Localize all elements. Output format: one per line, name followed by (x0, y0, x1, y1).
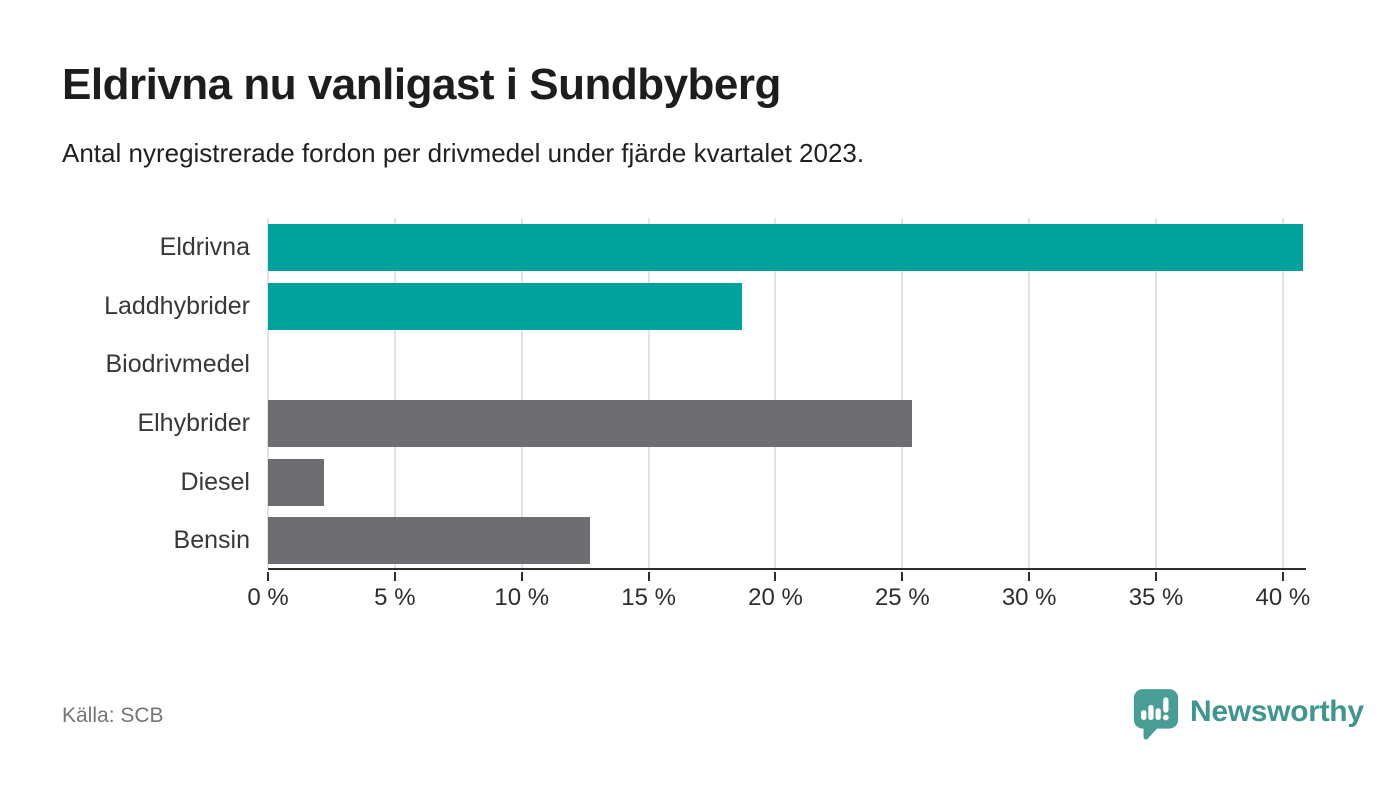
newsworthy-logo-text: Newsworthy (1190, 695, 1364, 728)
x-axis-tick (901, 572, 904, 581)
page-title: Eldrivna nu vanligast i Sundbyberg (62, 60, 781, 109)
gridline (1281, 218, 1284, 568)
x-axis: 0 % 5 % 10 % 15 % 20 % 25 % 30 % 35 % 40 % (247, 572, 1310, 618)
bar-diesel (268, 458, 324, 506)
gridline (901, 218, 904, 568)
category-label: Elhybrider (137, 408, 250, 437)
x-axis-tick (1155, 572, 1158, 581)
x-axis-tick-label: 10 % (494, 584, 550, 611)
newsworthy-logo-icon (1133, 689, 1179, 740)
x-axis-tick-label: 15 % (621, 584, 676, 611)
category-label: Bensin (173, 526, 250, 555)
x-axis-tick-label: 35 % (1128, 584, 1184, 611)
gridline (267, 218, 269, 568)
x-axis-tick (520, 572, 523, 581)
gridline (647, 218, 650, 568)
plot-area (267, 218, 1306, 570)
x-axis-tick (1028, 572, 1031, 581)
category-labels: Eldrivna Laddhybrider Biodrivmedel Elhybrid… (0, 218, 250, 570)
gridline (1028, 218, 1031, 568)
x-axis-tick-label: 0 % (247, 584, 289, 611)
bar-elhybrider (268, 399, 913, 447)
x-axis-tick (393, 572, 396, 581)
x-axis-tick-label: 30 % (1001, 584, 1057, 611)
gridline (393, 218, 396, 568)
chart-subtitle: Antal nyregistrerade fordon per drivmede… (62, 138, 865, 168)
category-label: Eldrivna (159, 232, 250, 261)
bar-laddhybrider (268, 282, 743, 330)
source-note: Källa: SCB (62, 704, 164, 727)
newsworthy-logo: Newsworthy (1131, 688, 1364, 748)
category-label: Diesel (180, 467, 250, 496)
x-axis-tick-label: 20 % (748, 584, 803, 611)
gridline (774, 218, 777, 568)
category-label: Biodrivmedel (105, 350, 250, 379)
bar-bensin (268, 517, 591, 565)
x-axis-tick-label: 5 % (374, 584, 416, 611)
x-axis-tick (647, 572, 650, 581)
x-axis-tick (774, 572, 777, 581)
x-axis-tick (1281, 572, 1284, 581)
bar-eldrivna (268, 223, 1304, 271)
category-label: Laddhybrider (104, 291, 250, 320)
x-axis-tick (267, 572, 269, 581)
x-axis-tick-label: 40 % (1255, 584, 1311, 611)
gridline (520, 218, 523, 568)
x-axis-tick-label: 25 % (874, 584, 930, 611)
gridline (1155, 218, 1158, 568)
